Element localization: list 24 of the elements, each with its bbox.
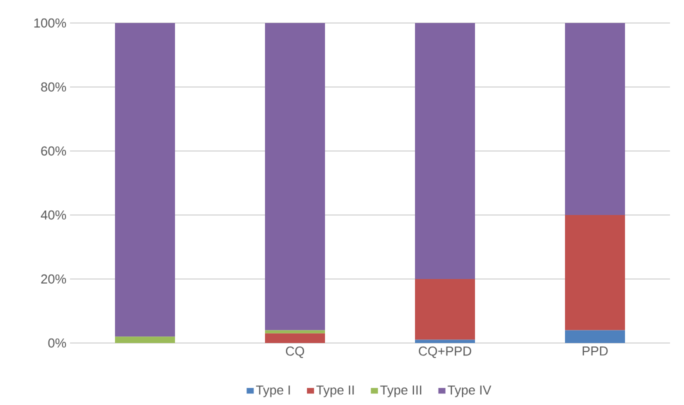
bar — [115, 336, 175, 343]
y-tick-label: 100% — [34, 18, 66, 28]
bar — [565, 215, 626, 330]
bar — [415, 279, 475, 340]
x-tick-label: CQ+PPD — [418, 346, 472, 358]
y-tick-label: 20% — [41, 274, 66, 284]
y-tick-label: 40% — [40, 210, 66, 220]
legend-label: Type IV — [448, 386, 492, 398]
y-tick-label: 60% — [41, 146, 66, 156]
legend-label: Type II — [316, 386, 354, 398]
bar — [115, 22, 175, 337]
x-tick-label: PPD — [582, 346, 608, 356]
bar — [415, 22, 475, 279]
bar — [565, 330, 626, 343]
y-tick-label: 80% — [41, 82, 66, 92]
legend-label: Type I — [256, 386, 290, 398]
bar — [565, 22, 626, 215]
bar — [265, 333, 325, 343]
x-tick-label: CQ — [286, 346, 304, 358]
bar — [415, 340, 475, 343]
bar — [265, 22, 325, 330]
legend-label: Type III — [380, 386, 422, 398]
bar — [265, 330, 325, 334]
y-tick-label: 0% — [48, 338, 66, 348]
